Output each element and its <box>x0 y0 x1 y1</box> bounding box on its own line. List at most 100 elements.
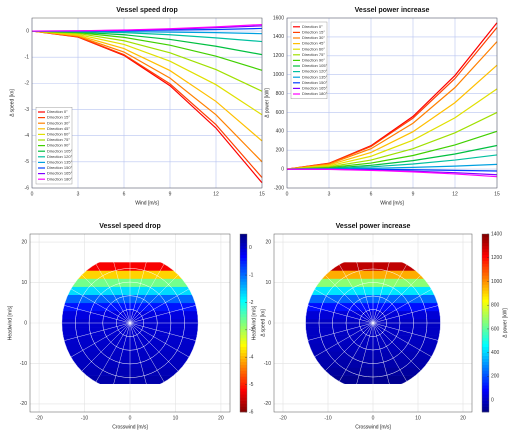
colorbar-slice <box>482 251 489 256</box>
colorbar-slice <box>240 397 247 401</box>
colorbar-slice <box>482 239 489 244</box>
colorbar-slice <box>240 248 247 253</box>
polar-spoke <box>95 263 131 324</box>
colorbar-slice <box>240 245 247 250</box>
polar-spoke <box>372 322 407 382</box>
heatmap <box>305 255 441 391</box>
polar-spoke <box>355 257 374 324</box>
colorbar-slice <box>240 373 247 377</box>
polar-spoke <box>372 322 421 371</box>
y-tick-label: 0 <box>24 320 27 326</box>
colorbar-slice <box>482 382 489 386</box>
colorbar-slice <box>240 382 247 386</box>
chart-title: Vessel power increase <box>355 7 430 14</box>
colorbar-slice <box>482 385 489 389</box>
colorbar-slice <box>240 364 247 368</box>
legend-label: Direction 180° <box>302 91 328 96</box>
axes-frame <box>31 17 263 189</box>
series-line <box>31 30 263 163</box>
polar-spoke <box>372 257 391 324</box>
legend-label: Direction 45° <box>47 126 70 131</box>
colorbar-slice <box>482 340 489 345</box>
colorbar-slice <box>240 361 247 365</box>
polar-spoke <box>307 322 374 341</box>
colorbar-slice <box>240 284 247 288</box>
colorbar-slice <box>482 358 489 362</box>
colorbar-slice <box>240 311 247 315</box>
polar-spoke <box>129 322 165 383</box>
colorbar-slice <box>240 269 247 273</box>
colorbar-slice <box>240 406 247 410</box>
colorbar-slice <box>482 248 489 253</box>
legend-label: Direction 15° <box>302 29 325 34</box>
y-tick-label: 1400 <box>273 34 284 40</box>
colorbar-tick-label: 400 <box>491 350 500 356</box>
colorbar-slice <box>240 260 247 264</box>
colorbar-slice <box>240 391 247 395</box>
x-tick-label: 6 <box>123 191 126 197</box>
y-tick-label: -5 <box>25 159 30 165</box>
polar-spoke <box>372 322 391 389</box>
polar-spoke <box>112 322 131 389</box>
legend-label: Direction 165° <box>302 85 328 90</box>
legend-label: Direction 150° <box>302 80 328 85</box>
colorbar-slice <box>482 296 489 300</box>
colorbar-slice <box>482 269 489 273</box>
colorbar-slice <box>482 293 489 297</box>
legend <box>290 21 328 100</box>
y-tick-label: 400 <box>276 129 285 135</box>
colorbar-slice <box>482 328 489 333</box>
polar-spoke <box>129 274 179 324</box>
y-tick-label: -20 <box>264 401 271 407</box>
colorbar-slice <box>240 308 247 312</box>
polar-spoke <box>64 322 131 341</box>
legend-label: Direction 150° <box>47 165 73 170</box>
polar-spoke <box>112 257 131 324</box>
colorbar-slice <box>482 334 489 339</box>
legend-label: Direction 120° <box>47 154 73 159</box>
y-tick-label: 0 <box>26 28 29 34</box>
colorbar-slice <box>482 275 489 279</box>
colorbar-slice <box>482 376 489 380</box>
legend-label: Direction 45° <box>302 41 325 46</box>
polar-spoke <box>355 322 374 389</box>
colorbar-slice <box>482 379 489 383</box>
colorbar-slice <box>482 284 489 288</box>
polar-spoke <box>372 289 432 324</box>
legend-label: Direction 135° <box>302 74 328 79</box>
legend-label: Direction 75° <box>302 52 325 57</box>
axes-frame <box>286 17 498 189</box>
polar-spoke <box>129 322 179 372</box>
colorbar-slice <box>240 358 247 362</box>
colorbar-slice <box>240 293 247 297</box>
colorbar-slice <box>482 287 489 291</box>
colorbar-tick-label: 800 <box>491 303 500 309</box>
legend-label: Direction 180° <box>47 176 73 181</box>
colorbar-slice <box>482 320 489 324</box>
y-tick-label: 1000 <box>273 72 284 78</box>
y-tick-label: 1600 <box>273 15 284 21</box>
x-tick-label: 3 <box>77 191 80 197</box>
polar-spoke <box>325 275 374 324</box>
colorbar-frame <box>481 233 490 413</box>
legend-label: Direction 60° <box>47 131 70 136</box>
series-line <box>286 64 498 170</box>
polar-spoke <box>372 275 421 324</box>
series-line <box>31 30 263 92</box>
colorbar-slice <box>240 349 247 353</box>
colorbar-slice <box>482 364 489 368</box>
colorbar-slice <box>482 308 489 312</box>
y-tick-label: -200 <box>274 185 284 191</box>
polar-spoke <box>307 305 374 324</box>
colorbar-slice <box>240 325 247 330</box>
x-tick-label: 15 <box>259 191 265 197</box>
colorbar-slice <box>482 266 489 270</box>
polar-spoke <box>339 322 374 382</box>
colorbar-slice <box>482 278 489 282</box>
colorbar-slice <box>240 385 247 389</box>
polar-spoke <box>129 288 190 324</box>
colorbar-slice <box>240 331 247 336</box>
series-line <box>286 41 498 170</box>
colorbar-slice <box>240 266 247 270</box>
x-tick-label: 20 <box>460 415 466 421</box>
